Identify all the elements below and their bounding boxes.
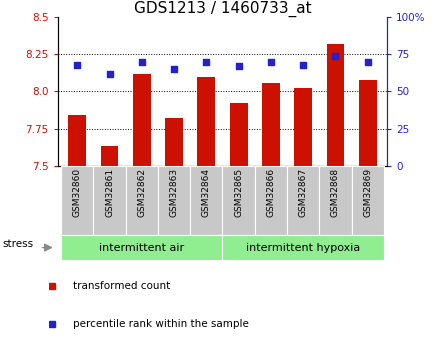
Text: GSM32865: GSM32865	[234, 168, 243, 217]
Bar	[61, 166, 93, 235]
Bar	[294, 88, 312, 166]
Point	[203, 59, 210, 65]
Bar	[230, 103, 247, 166]
Bar	[262, 82, 280, 166]
Bar	[69, 115, 86, 166]
Point	[74, 62, 81, 68]
Bar	[255, 166, 287, 235]
Text: GSM32863: GSM32863	[170, 168, 178, 217]
Point	[299, 62, 307, 68]
Bar	[101, 146, 118, 166]
Bar	[198, 77, 215, 166]
Bar	[359, 80, 376, 166]
Point	[364, 59, 371, 65]
Point	[267, 59, 275, 65]
Text: intermittent air: intermittent air	[99, 243, 184, 253]
Bar	[222, 235, 384, 260]
Text: GSM32867: GSM32867	[299, 168, 307, 217]
Bar	[158, 166, 190, 235]
Bar	[287, 166, 320, 235]
Text: percentile rank within the sample: percentile rank within the sample	[73, 319, 249, 329]
Bar	[133, 73, 151, 166]
Point	[138, 59, 146, 65]
Text: GSM32869: GSM32869	[363, 168, 372, 217]
Text: stress: stress	[2, 239, 33, 249]
Text: GSM32868: GSM32868	[331, 168, 340, 217]
Point	[332, 53, 339, 59]
Bar	[61, 235, 222, 260]
Bar	[125, 166, 158, 235]
Bar	[190, 166, 222, 235]
Point	[106, 71, 113, 76]
Text: GSM32864: GSM32864	[202, 168, 211, 217]
Bar	[93, 166, 125, 235]
Bar	[222, 166, 255, 235]
Bar	[327, 44, 344, 166]
Title: GDS1213 / 1460733_at: GDS1213 / 1460733_at	[134, 1, 312, 17]
Bar	[352, 166, 384, 235]
Text: GSM32861: GSM32861	[105, 168, 114, 217]
Text: GSM32866: GSM32866	[267, 168, 275, 217]
Bar	[165, 118, 183, 166]
Point	[235, 63, 242, 69]
Text: transformed count: transformed count	[73, 281, 170, 291]
Text: intermittent hypoxia: intermittent hypoxia	[246, 243, 360, 253]
Text: GSM32860: GSM32860	[73, 168, 82, 217]
Text: GSM32862: GSM32862	[138, 168, 146, 217]
Bar	[320, 166, 352, 235]
Point	[170, 66, 178, 72]
